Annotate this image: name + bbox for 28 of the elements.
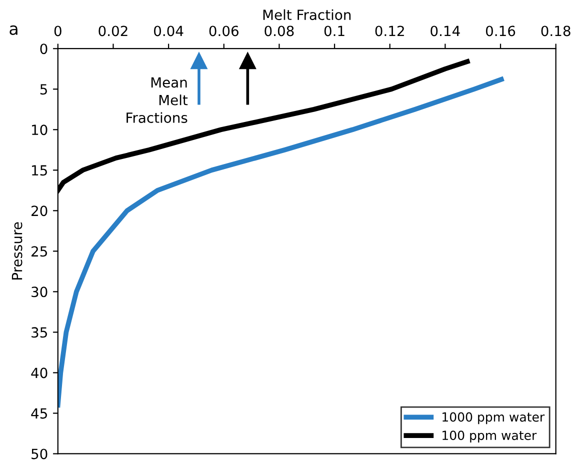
legend-label: 100 ppm water bbox=[442, 430, 537, 442]
x-tick-label: 0.1 bbox=[324, 26, 344, 36]
x-tick-label: 0.02 bbox=[98, 26, 128, 36]
annotation: Mean Melt Fractions bbox=[126, 77, 188, 123]
y-axis-title: Pressure bbox=[12, 222, 22, 280]
x-tick-label: 0 bbox=[54, 26, 62, 36]
y-tick-label: 0 bbox=[40, 44, 48, 54]
x-tick-label: 0.14 bbox=[430, 26, 460, 36]
y-tick-label: 40 bbox=[31, 368, 48, 378]
y-tick-label: 5 bbox=[40, 84, 47, 95]
line-series bbox=[58, 76, 504, 408]
y-tick-label: 15 bbox=[32, 165, 47, 176]
x-tick-label: 0.08 bbox=[264, 26, 294, 36]
y-tick-label: 30 bbox=[32, 286, 48, 298]
x-tick-label: 0.04 bbox=[154, 26, 184, 36]
legend-label: 1000 ppm water bbox=[442, 412, 545, 424]
x-axis-title: Melt Fraction bbox=[263, 9, 351, 20]
x-tick-label: 0.16 bbox=[486, 26, 516, 36]
y-tick-label: 20 bbox=[32, 206, 48, 216]
y-tick-label: 25 bbox=[32, 246, 47, 257]
y-tick-label: 35 bbox=[32, 327, 47, 338]
y-tick-label: 50 bbox=[32, 448, 48, 460]
x-tick-label: 0.12 bbox=[375, 26, 404, 36]
x-tick-label: 0.06 bbox=[209, 26, 238, 36]
y-tick-label: 10 bbox=[32, 124, 48, 136]
x-tick-label: 0.18 bbox=[541, 26, 570, 36]
text: a bbox=[10, 25, 18, 35]
y-tick-label: 45 bbox=[31, 408, 47, 419]
